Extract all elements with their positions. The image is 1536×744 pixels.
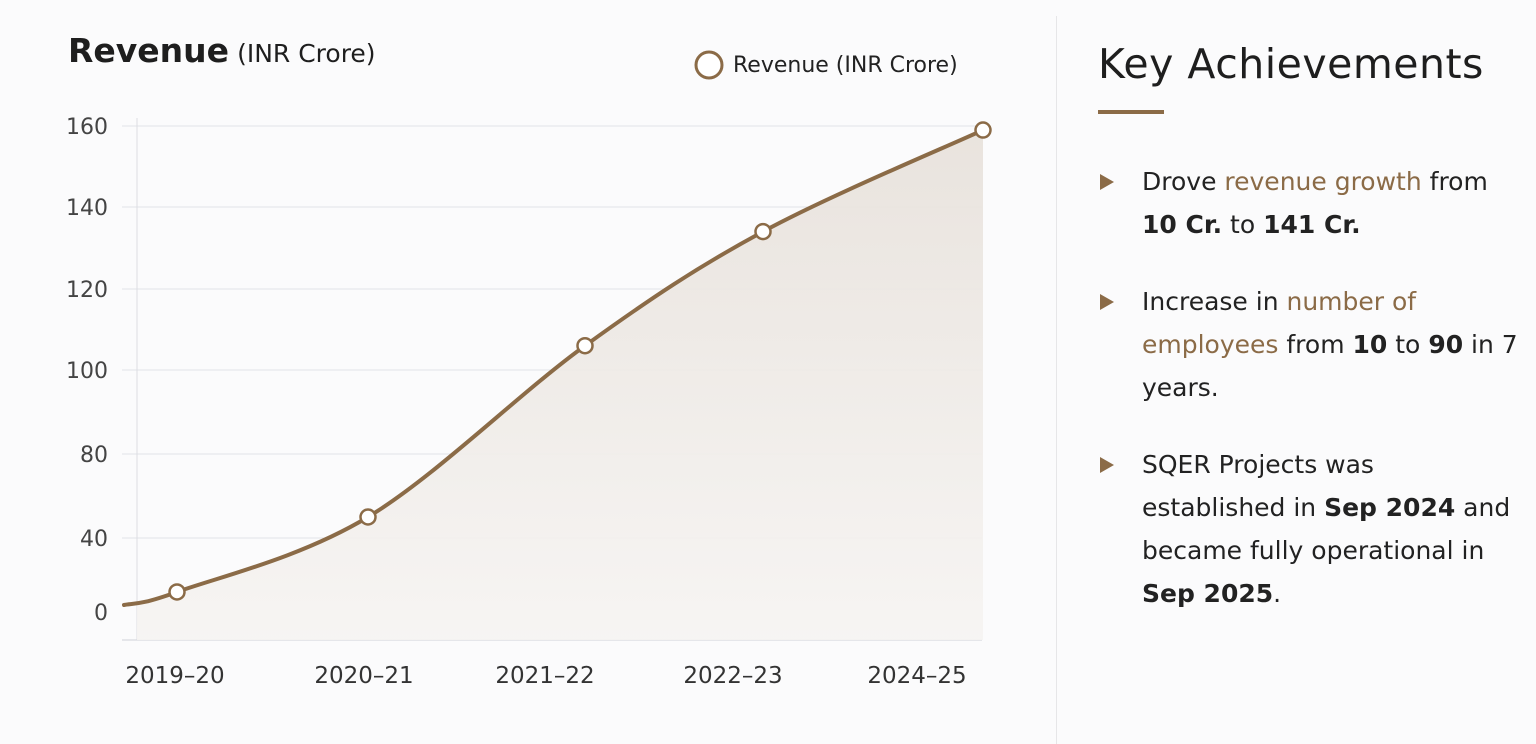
x-tick-label: 2022–23	[683, 663, 782, 689]
revenue-line	[122, 128, 985, 607]
y-tick-label: 120	[66, 278, 108, 303]
chart-title: Revenue (INR Crore)	[68, 31, 376, 70]
bold-text: Sep 2024	[1324, 493, 1456, 522]
title-underline	[1098, 110, 1164, 114]
bold-text: 90	[1428, 330, 1464, 359]
text: SQER Projects was established in	[1142, 450, 1374, 522]
achievement-item: SQER Projects was established in Sep 202…	[1098, 443, 1518, 615]
key-achievements-panel: Key Achievements Drove revenue growth fr…	[1098, 40, 1518, 649]
data-point	[576, 336, 594, 355]
bold-text: 141 Cr.	[1263, 210, 1361, 239]
bold-text: Sep 2025	[1142, 579, 1274, 608]
bullet-triangle-icon	[1100, 174, 1114, 190]
text: from	[1278, 330, 1353, 359]
text: Drove	[1142, 167, 1225, 196]
y-tick-label: 160	[66, 115, 108, 140]
data-point	[754, 222, 772, 241]
legend-label: Revenue (INR Crore)	[733, 53, 958, 78]
legend-marker-icon	[694, 50, 724, 80]
bold-text: 10	[1352, 330, 1388, 359]
text: Increase in	[1142, 287, 1287, 316]
x-tick-label: 2019–20	[125, 663, 224, 689]
revenue-area	[124, 130, 983, 641]
text: in 7 years.	[1142, 330, 1518, 402]
highlight-text: number of employees	[1142, 287, 1417, 359]
y-tick-label: 40	[80, 527, 108, 552]
bullet-triangle-icon	[1100, 457, 1114, 473]
data-point	[359, 508, 377, 526]
y-tick-label: 0	[94, 601, 108, 626]
panel-title: Key Achievements	[1098, 40, 1484, 88]
highlight-text: revenue growth	[1224, 167, 1422, 196]
achievement-item: Drove revenue growth from 10 Cr. to 141 …	[1098, 160, 1518, 246]
text: from	[1421, 167, 1488, 196]
x-tick-label: 2021–22	[495, 663, 594, 689]
legend: Revenue (INR Crore)	[694, 50, 958, 80]
bold-text: 10 Cr.	[1142, 210, 1223, 239]
revenue-chart: Revenue (INR Crore) Revenue (INR Crore) 0…	[66, 31, 992, 689]
text: to	[1387, 330, 1429, 359]
achievements-list: Drove revenue growth from 10 Cr. to 141 …	[1098, 160, 1518, 615]
text: to	[1222, 210, 1264, 239]
y-tick-label: 100	[66, 359, 108, 384]
x-tick-label: 2024–25	[867, 663, 966, 689]
y-tick-label: 140	[66, 196, 108, 221]
text: and became fully operational in	[1142, 493, 1511, 565]
x-tick-label: 2020–21	[314, 663, 413, 689]
achievement-item: Increase in number of employees from 10 …	[1098, 280, 1518, 409]
data-point	[168, 583, 186, 601]
bullet-triangle-icon	[1100, 294, 1114, 310]
text: .	[1273, 579, 1282, 608]
panel-divider	[1056, 16, 1057, 744]
y-tick-label: 80	[80, 443, 108, 468]
data-point	[974, 121, 992, 139]
